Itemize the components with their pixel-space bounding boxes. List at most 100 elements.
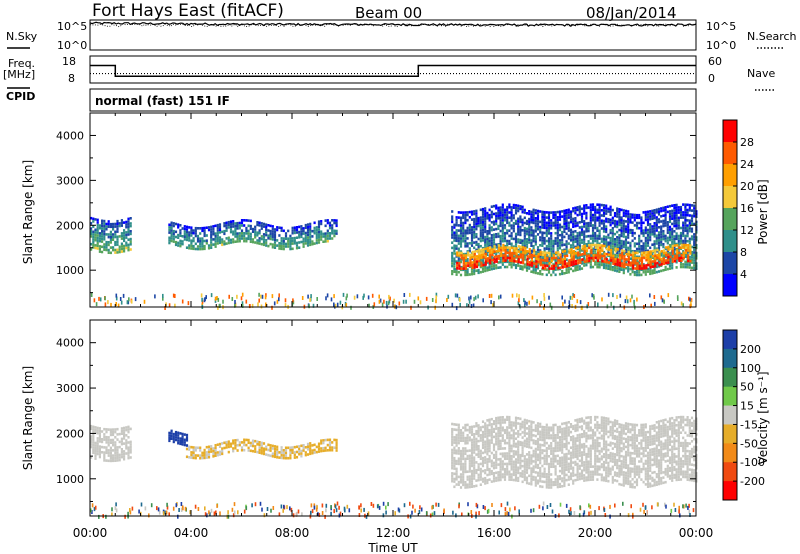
range-gate-cell [116,227,119,231]
range-gate-cell [499,208,502,212]
range-gate-cell [690,253,694,257]
range-gate-cell [284,449,288,452]
range-gate-cell [495,255,498,258]
range-gate-cell [547,224,551,227]
range-gate-cell [585,211,588,215]
freq-left-label-1: Freq. [8,57,35,70]
range-gate-cell [607,207,610,211]
range-gate-cell [492,466,496,470]
range-gate-cell [601,244,604,247]
range-gate-cell [675,208,678,212]
range-gate-cell [282,454,285,457]
range-gate-cell [518,294,520,299]
range-gate-cell [123,455,126,458]
range-gate-cell [680,243,683,247]
range-gate-cell [530,446,533,450]
range-gate-cell [234,222,237,225]
range-gate-cell [486,250,489,254]
range-gate-cell [519,466,522,470]
range-gate-cell [534,219,537,223]
range-gate-cell [488,439,491,442]
range-gate-cell [304,446,307,449]
range-gate-cell [576,213,579,217]
range-gate-cell [453,446,456,450]
range-gate-cell [613,222,617,225]
range-gate-cell [112,233,115,236]
range-gate-cell [199,232,202,235]
range-gate-cell [475,461,478,464]
range-gate-cell [620,232,623,235]
range-gate-cell [552,242,555,245]
range-gate-cell [508,444,511,448]
range-gate-cell [525,245,529,249]
range-gate-cell [190,445,193,449]
range-gate-cell [183,232,186,236]
range-gate-cell [466,242,469,245]
range-gate-cell [458,254,461,257]
range-gate-cell [566,262,569,265]
range-gate-cell [470,304,473,308]
range-gate-cell [676,295,679,300]
range-gate-cell [580,215,584,218]
range-gate-cell [534,452,537,456]
range-gate-cell [475,422,478,425]
range-gate-cell [302,446,305,450]
range-gate-cell [638,237,641,240]
range-gate-cell [464,429,467,432]
range-gate-cell [565,214,568,217]
range-gate-cell [462,262,465,265]
range-gate-cell [556,229,559,232]
range-gate-cell [484,209,487,213]
range-gate-cell [664,234,667,238]
range-gate-cell [530,477,533,481]
range-gate-cell [179,442,182,446]
range-gate-cell [664,213,667,217]
range-gate-cell [602,235,606,238]
range-gate-cell [506,418,509,421]
range-gate-cell [473,246,476,250]
range-gate-cell [524,246,527,250]
range-gate-cell [302,245,305,248]
range-gate-cell [572,209,575,213]
range-gate-cell [570,263,573,267]
range-gate-cell [640,273,643,277]
range-gate-cell [579,258,582,262]
range-gate-cell [517,476,520,480]
range-gate-cell [470,446,474,449]
range-gate-cell [541,223,544,227]
range-gate-cell [177,434,180,437]
range-gate-cell [678,251,681,255]
range-gate-cell [673,259,677,263]
range-gate-cell [457,428,460,432]
range-gate-cell [567,211,570,214]
range-gate-cell [517,301,520,306]
range-gate-cell [227,241,230,245]
range-gate-cell [514,479,518,482]
range-gate-cell [558,244,562,247]
range-gate-cell [481,265,485,268]
range-gate-cell [539,228,542,231]
range-gate-cell [501,473,504,476]
range-gate-cell [471,266,474,269]
range-gate-cell [539,466,542,470]
range-gate-cell [506,239,509,243]
range-gate-cell [466,226,469,230]
range-gate-cell [686,252,689,256]
range-gate-cell [116,230,119,233]
range-gate-cell [633,237,636,240]
range-gate-cell [514,245,518,249]
range-gate-cell [181,299,184,304]
range-gate-cell [547,245,551,248]
range-gate-cell [600,214,603,217]
range-gate-cell [185,439,189,442]
range-gate-cell [179,239,182,243]
range-gate-cell [581,247,584,251]
range-gate-cell [435,292,438,297]
range-gate-cell [543,247,546,250]
range-gate-cell [514,416,518,420]
range-gate-cell [317,238,321,242]
range-gate-cell [484,220,487,223]
range-gate-cell [181,437,184,441]
range-gate-cell [666,210,669,214]
range-gate-cell [120,221,123,225]
